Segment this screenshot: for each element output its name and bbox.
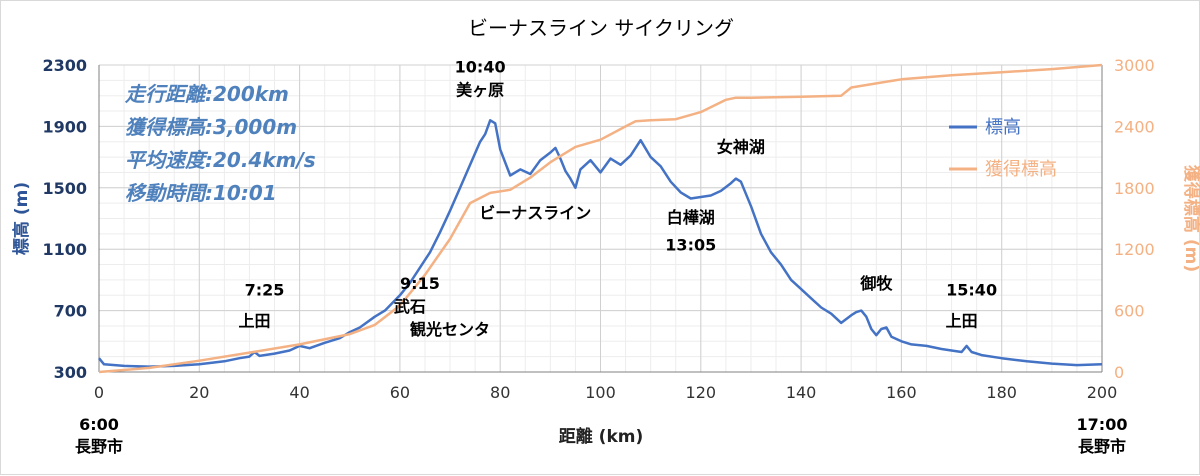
end-place-label: 長野市	[1078, 437, 1126, 456]
start-time-label: 6:00	[79, 415, 119, 434]
annotation-label: 美ヶ原	[456, 81, 504, 100]
y2-tick-label: 2400	[1114, 117, 1155, 136]
y-tick-label: 1100	[42, 240, 87, 259]
annotation-label: ビーナスライン	[479, 204, 591, 223]
annotation-label: 白樺湖	[667, 208, 715, 227]
stat-text: 平均速度:20.4km/s	[125, 148, 316, 172]
y-tick-label: 1500	[42, 179, 87, 198]
start-place-label: 長野市	[75, 437, 123, 456]
legend-label: 標高	[985, 117, 1021, 138]
x-tick-label: 160	[886, 383, 917, 402]
y-tick-label: 1900	[42, 117, 87, 136]
legend-label: 獲得標高	[985, 159, 1057, 180]
annotation-label: 9:15	[400, 274, 440, 293]
annotation-label: 上田	[946, 312, 978, 331]
annotation-label: 上田	[238, 312, 270, 331]
x-tick-label: 180	[986, 383, 1017, 402]
end-time-label: 17:00	[1077, 415, 1128, 434]
annotation-label: 13:05	[665, 236, 716, 255]
y-tick-label: 300	[54, 363, 87, 382]
stat-text: 走行距離:200km	[124, 82, 289, 106]
y2-tick-label: 1800	[1114, 179, 1155, 198]
y-axis-title: 標高 (m)	[11, 182, 32, 255]
elevation-series-line	[98, 119, 1103, 368]
chart-title: ビーナスライン サイクリング	[468, 16, 734, 40]
x-tick-label: 80	[490, 383, 510, 402]
annotation-label: 15:40	[946, 280, 997, 299]
y2-axis-title: 獲得標高 (m)	[1181, 165, 1200, 272]
y2-tick-label: 0	[1114, 363, 1124, 382]
y2-tick-label: 3000	[1114, 56, 1155, 75]
y2-tick-label: 600	[1114, 302, 1145, 321]
x-tick-label: 120	[686, 383, 717, 402]
annotation-label: 観光センタ	[410, 320, 490, 339]
y2-tick-label: 1200	[1114, 240, 1155, 259]
stat-text: 獲得標高:3,000m	[125, 115, 297, 139]
x-axis-title: 距離 (km)	[559, 426, 643, 447]
x-tick-label: 40	[289, 383, 309, 402]
x-tick-label: 200	[1087, 383, 1118, 402]
x-tick-label: 0	[94, 383, 104, 402]
y-tick-label: 2300	[42, 56, 87, 75]
annotation-label: 武石	[394, 297, 426, 316]
annotation-label: 10:40	[455, 58, 506, 77]
x-tick-label: 60	[390, 383, 410, 402]
x-tick-label: 140	[786, 383, 817, 402]
x-tick-label: 100	[585, 383, 616, 402]
x-tick-label: 20	[189, 383, 209, 402]
y-tick-label: 700	[54, 302, 87, 321]
annotation-label: 御牧	[859, 274, 893, 293]
annotation-label: 女神湖	[717, 137, 765, 156]
stat-text: 移動時間:10:01	[125, 181, 277, 205]
gain-series-line	[98, 63, 1103, 374]
annotation-label: 7:25	[245, 280, 285, 299]
